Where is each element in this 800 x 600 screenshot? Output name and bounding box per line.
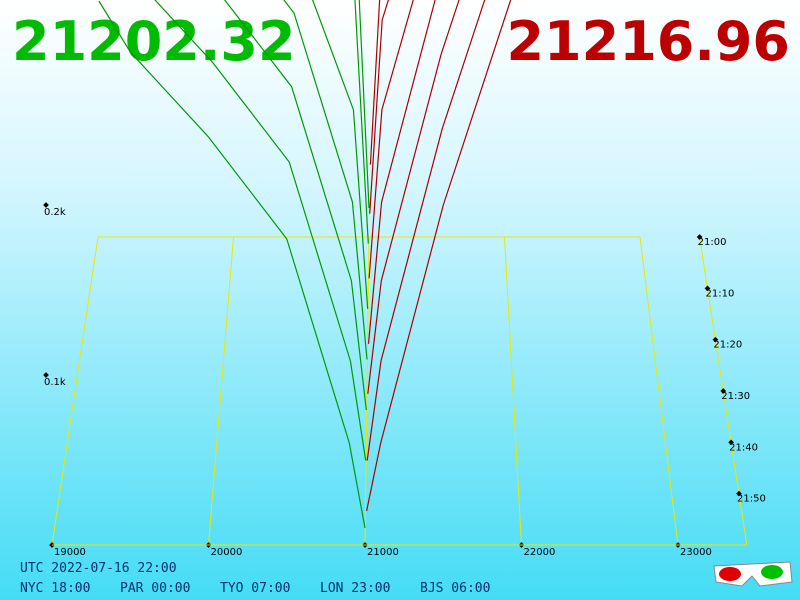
time-tick-label: 21:40 (729, 442, 758, 453)
x-tick-label: 20000 (211, 547, 243, 558)
time-tick (728, 439, 734, 446)
grid-line (364, 236, 370, 546)
x-tick-label: 23000 (680, 547, 712, 558)
x-tick-label: 19000 (54, 547, 86, 558)
3d-glasses-icon (713, 561, 793, 587)
ask-price: 21216.96 (506, 10, 790, 73)
time-tick (720, 388, 727, 394)
time-tick-label: 21:30 (721, 391, 750, 402)
time-tick (696, 234, 703, 240)
depth-line (369, 0, 389, 214)
timezone-time: TYO 07:00 (220, 581, 290, 596)
timezones: NYC 18:00 PAR 00:00 TYO 07:00 LON 23:00 BJS … (20, 581, 490, 596)
time-tick-label: 21:00 (698, 237, 727, 248)
depth-line (366, 0, 486, 461)
utc-time: UTC 2022-07-16 22:00 (20, 561, 177, 576)
x-tick-label: 21000 (367, 547, 399, 558)
depth-line (154, 0, 367, 461)
depth-line (366, 0, 512, 512)
bid-price: 21202.32 (12, 10, 296, 73)
timezone-time: NYC 18:00 (20, 581, 90, 596)
time-tick (704, 285, 711, 292)
time-tick (712, 336, 719, 343)
timezone-time: LON 23:00 (320, 581, 390, 596)
timezone-time: PAR 00:00 (120, 581, 190, 596)
time-tick-label: 21:50 (737, 494, 766, 505)
depth-tick-label: 0.2k (44, 207, 66, 218)
timezone-time: BJS 06:00 (420, 581, 490, 596)
grid-line (504, 236, 522, 546)
depth-tick-label: 0.1k (44, 377, 66, 388)
depth-line (354, 0, 369, 244)
depth-line (367, 0, 436, 344)
grid-line (51, 236, 99, 546)
depth-line (98, 0, 366, 529)
grid-line (208, 236, 234, 546)
time-tick-label: 21:20 (713, 340, 742, 351)
depth-line (311, 0, 369, 310)
depth-line (223, 0, 367, 411)
time-tick (736, 490, 742, 497)
depth-line (367, 0, 460, 394)
depth-line (283, 0, 368, 360)
depth-line (368, 0, 414, 279)
time-tick-label: 21:10 (705, 288, 734, 299)
x-tick-label: 22000 (524, 547, 556, 558)
grid-line (639, 236, 679, 546)
